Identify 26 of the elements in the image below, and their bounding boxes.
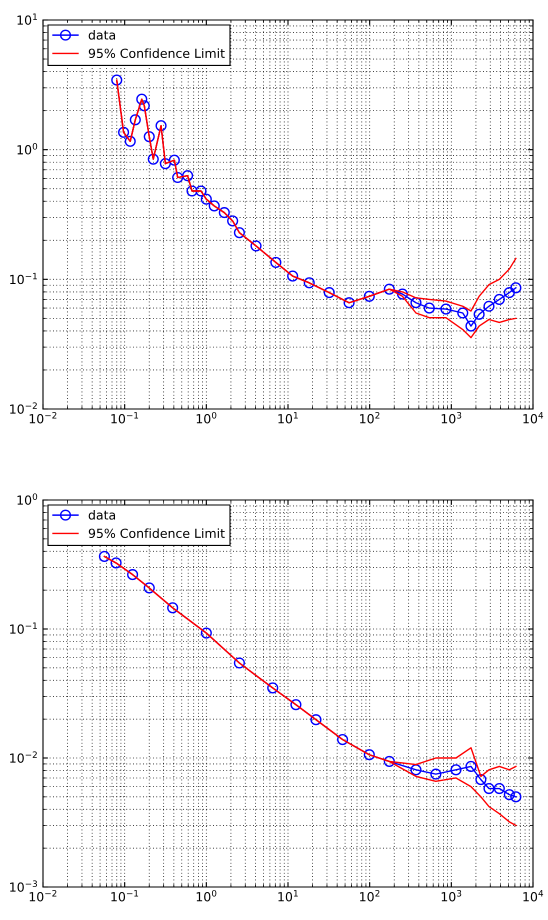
legend-label: 95% Confidence Limit bbox=[88, 48, 225, 58]
legend-label: 95% Confidence Limit bbox=[88, 528, 225, 538]
legend-label: data bbox=[88, 510, 116, 520]
x-tick-label: 10$^{1}$ bbox=[278, 412, 298, 424]
y-tick-label: 10$^{−2}$ bbox=[10, 402, 37, 414]
x-tick-label: 10$^{−1}$ bbox=[111, 412, 138, 424]
x-tick-label: 10$^{2}$ bbox=[360, 412, 380, 424]
y-tick-label: 10$^{−3}$ bbox=[10, 880, 37, 892]
y-tick-label: 10$^{1}$ bbox=[18, 14, 37, 25]
legend-label: data bbox=[88, 30, 116, 40]
x-tick-label: 10$^{4}$ bbox=[523, 412, 544, 424]
x-tick-label: 10$^{3}$ bbox=[442, 412, 462, 424]
y-tick-label: 10$^{0}$ bbox=[18, 143, 38, 154]
x-tick-label: 10$^{4}$ bbox=[523, 890, 544, 902]
x-tick-label: 10$^{3}$ bbox=[442, 890, 462, 902]
x-tick-label: 10$^{−2}$ bbox=[30, 412, 56, 424]
y-tick-label: 10$^{0}$ bbox=[18, 493, 38, 505]
x-tick-label: 10$^{−2}$ bbox=[30, 890, 56, 902]
y-tick-label: 10$^{−1}$ bbox=[10, 272, 37, 284]
y-tick-label: 10$^{−2}$ bbox=[10, 751, 37, 763]
x-tick-label: 10$^{2}$ bbox=[360, 890, 380, 902]
x-tick-label: 10$^{0}$ bbox=[196, 412, 216, 424]
x-tick-label: 10$^{0}$ bbox=[196, 890, 216, 902]
y-tick-label: 10$^{−1}$ bbox=[10, 622, 37, 634]
x-tick-label: 10$^{−1}$ bbox=[111, 890, 138, 902]
x-tick-label: 10$^{1}$ bbox=[278, 890, 298, 902]
